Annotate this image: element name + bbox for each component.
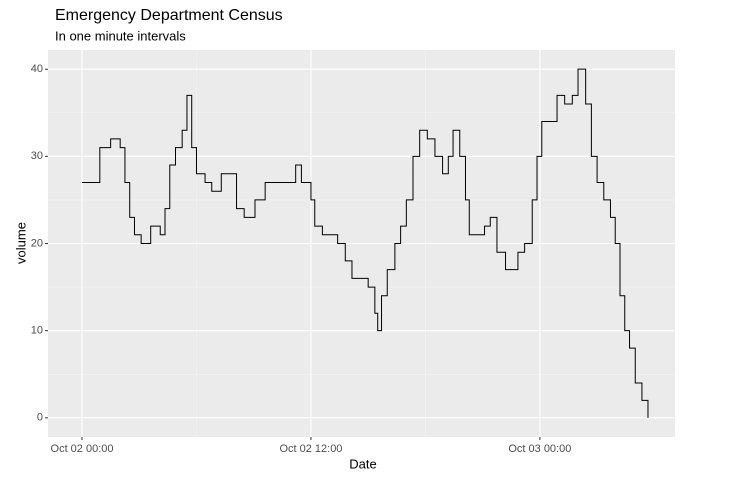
chart-subtitle: In one minute intervals: [55, 28, 186, 43]
y-tick-label: 30: [31, 150, 43, 162]
x-tick-label: Oct 02 12:00: [279, 443, 342, 455]
data-line: [82, 68, 649, 418]
y-tick-label: 0: [37, 412, 43, 424]
y-tick-label: 40: [31, 63, 43, 75]
x-axis-label: Date: [349, 456, 376, 471]
x-tick-label: Oct 03 00:00: [508, 443, 571, 455]
y-tick-label: 20: [31, 237, 43, 249]
x-tick-label: Oct 02 00:00: [51, 443, 114, 455]
y-tick-label: 10: [31, 325, 43, 337]
chart-title: Emergency Department Census: [55, 7, 283, 24]
y-axis-label: volume: [13, 222, 28, 264]
